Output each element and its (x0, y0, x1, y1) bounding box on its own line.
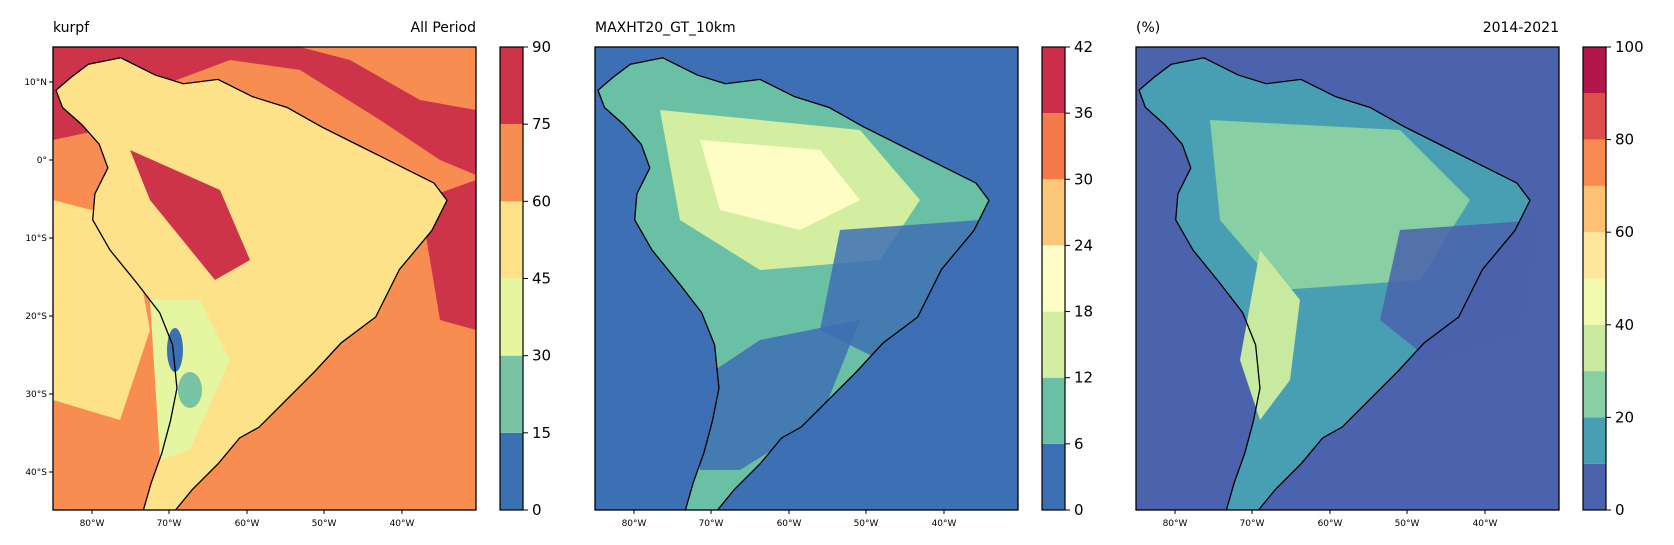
y-tick-label: 0° (37, 156, 47, 166)
x-tick-label: 50°W (1395, 519, 1420, 529)
panel-1-title-left: kurpf (53, 20, 90, 36)
x-tick-label: 60°W (235, 519, 260, 529)
colorbar-tick-label: 30 (1074, 170, 1093, 188)
colorbar-tick-label: 60 (1615, 223, 1634, 241)
panel-2-frame (594, 46, 1019, 511)
colorbar-tick-label: 100 (1615, 38, 1644, 56)
y-tick-label: 30°S (25, 390, 47, 400)
colorbar-segment (1583, 324, 1606, 372)
colorbar-segment (1042, 443, 1065, 510)
panel-3: (%) 2014-2021 80°W 70°W 60°W 50°W 40°W 0 20 40… (1135, 20, 1644, 529)
colorbar-segment (500, 355, 523, 433)
colorbar-tick-label: 6 (1074, 435, 1084, 453)
panel-1-blue-spot (167, 328, 183, 372)
colorbar-tick-label: 42 (1074, 38, 1093, 56)
colorbar-tick-label: 30 (532, 347, 551, 365)
panel-2-core (700, 140, 860, 230)
colorbar-segment (1583, 278, 1606, 325)
colorbar-segment (1042, 113, 1065, 180)
colorbar-segment (1042, 377, 1065, 444)
panel-3-east-low (1380, 220, 1540, 360)
panel-3-title-left: (%) (1136, 20, 1160, 36)
x-tick-label: 60°W (1318, 519, 1343, 529)
colorbar-tick-label: 20 (1615, 408, 1634, 426)
panel-3-x-axis: 80°W 70°W 60°W 50°W 40°W (1163, 510, 1498, 529)
x-tick-label: 70°W (157, 519, 182, 529)
panel-1-band-north (300, 47, 476, 110)
y-tick-label: 10°N (24, 78, 47, 88)
panel-2-south-low (700, 320, 860, 470)
panel-1-green-spot (178, 372, 202, 408)
colorbar-tick-label: 0 (1074, 501, 1084, 519)
colorbar-segment (500, 124, 523, 202)
panel-2-x-axis: 80°W 70°W 60°W 50°W 40°W (622, 510, 957, 529)
x-tick-label: 40°W (390, 519, 415, 529)
colorbar-tick-label: 45 (532, 270, 551, 288)
colorbar-tick-label: 18 (1074, 303, 1093, 321)
colorbar-segment (1042, 179, 1065, 246)
panel-1-y-axis: 10°N 0° 10°S 20°S 30°S 40°S (24, 78, 53, 478)
colorbar-segment (1583, 93, 1606, 140)
panel-1-frame (52, 46, 477, 511)
colorbar-segment (1042, 311, 1065, 378)
colorbar-segment (1583, 47, 1606, 94)
panel-2-map (595, 47, 1018, 510)
colorbar-tick-label: 0 (532, 501, 542, 519)
x-tick-label: 40°W (932, 519, 957, 529)
colorbar-segment (1042, 245, 1065, 312)
y-tick-label: 10°S (25, 234, 47, 244)
colorbar-segment (500, 432, 523, 510)
colorbar-segment (1583, 463, 1606, 510)
colorbar-tick-label: 90 (532, 38, 551, 56)
panel-2-title-left: MAXHT20_GT_10km (595, 20, 736, 36)
colorbar-tick-label: 12 (1074, 369, 1093, 387)
colorbar-tick-label: 15 (532, 424, 551, 442)
panel-1: kurpf All Period 80°W 70°W 60°W 50°W 40°W 10… (24, 20, 551, 529)
panel-1-colorbar: 0 15 30 45 60 75 90 (499, 38, 551, 519)
colorbar-tick-label: 80 (1615, 131, 1634, 149)
colorbar-tick-label: 0 (1615, 501, 1625, 519)
panel-1-x-axis: 80°W 70°W 60°W 50°W 40°W (80, 510, 415, 529)
y-tick-label: 20°S (25, 312, 47, 322)
y-tick-label: 40°S (25, 468, 47, 478)
panel-3-frame (1135, 46, 1560, 511)
colorbar-segment (1583, 417, 1606, 464)
x-tick-label: 80°W (80, 519, 105, 529)
colorbar-segment (1583, 371, 1606, 418)
panel-3-colorbar: 0 20 40 60 80 100 (1582, 38, 1644, 519)
colorbar-tick-label: 40 (1615, 316, 1634, 334)
x-tick-label: 60°W (777, 519, 802, 529)
panel-3-map (1136, 47, 1559, 510)
colorbar-segment (500, 47, 523, 125)
panel-2-colorbar: 0 6 12 18 24 30 36 42 (1041, 38, 1093, 519)
x-tick-label: 70°W (699, 519, 724, 529)
x-tick-label: 40°W (1473, 519, 1498, 529)
panel-1-map (53, 47, 476, 510)
colorbar-tick-label: 75 (532, 115, 551, 133)
panel-2-east-low (820, 220, 980, 360)
colorbar-segment (500, 201, 523, 279)
x-tick-label: 80°W (1163, 519, 1188, 529)
colorbar-frame (1582, 46, 1607, 511)
panel-1-title-right: All Period (411, 20, 476, 36)
x-tick-label: 50°W (312, 519, 337, 529)
panel-3-title-right: 2014-2021 (1483, 20, 1559, 36)
panel-3-andes-high (1240, 250, 1300, 420)
panel-2: MAXHT20_GT_10km 80°W 70°W 60°W 50°W 40°W 0 6 1… (594, 20, 1093, 529)
colorbar-tick-label: 36 (1074, 104, 1093, 122)
colorbar-segment (1583, 139, 1606, 186)
x-tick-label: 80°W (622, 519, 647, 529)
colorbar-segment (500, 278, 523, 356)
colorbar-segment (1583, 185, 1606, 233)
panel-1-andes-high (130, 150, 250, 280)
colorbar-tick-label: 60 (532, 192, 551, 210)
colorbar-segment (1583, 232, 1606, 279)
x-tick-label: 50°W (854, 519, 879, 529)
colorbar-frame (1041, 46, 1066, 511)
colorbar-tick-label: 24 (1074, 236, 1093, 254)
x-tick-label: 70°W (1240, 519, 1265, 529)
colorbar-segment (1042, 47, 1065, 114)
